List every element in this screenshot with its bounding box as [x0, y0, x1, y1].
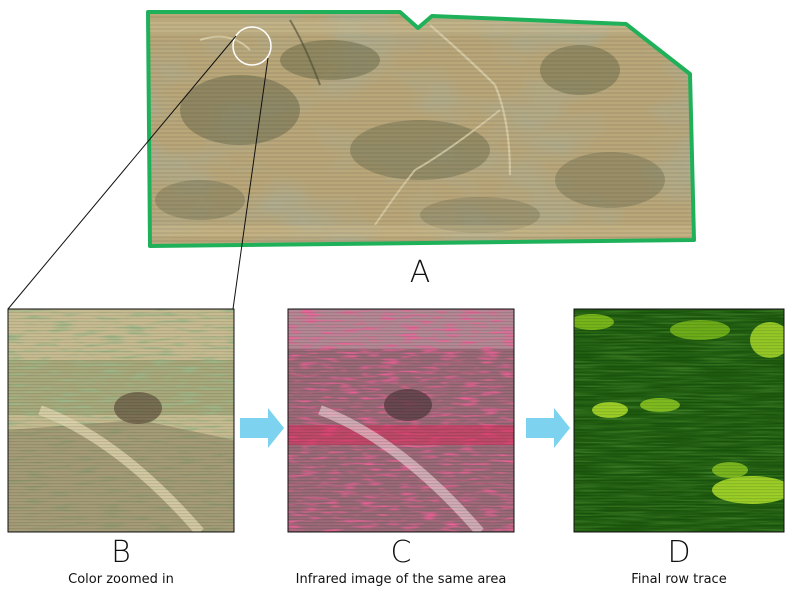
field-aerial-image — [146, 10, 696, 248]
panel-d-row-trace-image — [573, 308, 785, 533]
zoom-line-left — [7, 35, 237, 310]
label-a: A — [409, 255, 431, 290]
field-boundary — [146, 10, 696, 248]
caption-b: Color zoomed in — [68, 572, 174, 587]
zoom-line-right — [232, 57, 269, 310]
arrow-c-to-d — [526, 408, 570, 448]
caption-d: Final row trace — [631, 572, 727, 587]
caption-c: Infrared image of the same area — [295, 572, 507, 587]
label-b: B — [111, 535, 131, 570]
label-d: D — [667, 535, 691, 570]
label-c: C — [390, 535, 412, 570]
zoom-circle — [232, 26, 272, 66]
panel-c-infrared-image — [287, 308, 515, 533]
arrow-b-to-c — [240, 408, 284, 448]
panel-b-color-image — [7, 308, 235, 533]
